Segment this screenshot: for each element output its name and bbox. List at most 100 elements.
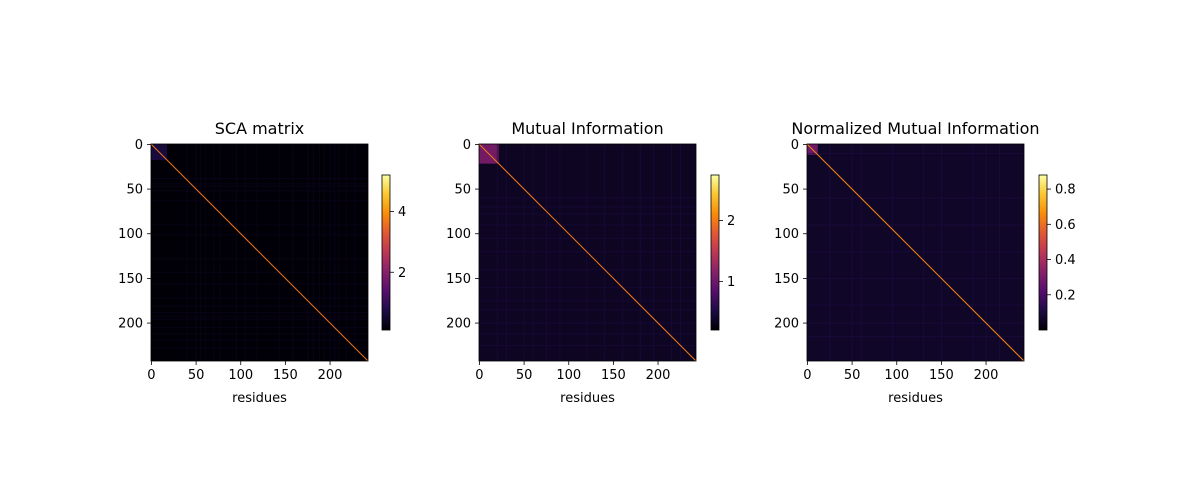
- bright-col: [496, 144, 498, 361]
- colorbar-gradient: [1038, 174, 1048, 331]
- heatmap-matrix: [150, 143, 369, 362]
- matrix-diagonal: [478, 143, 697, 362]
- x-tick-label: 150: [929, 368, 954, 383]
- bright-row: [151, 283, 368, 285]
- axes-frame: [150, 143, 369, 362]
- bright-row: [151, 200, 368, 202]
- colorbar-tick-label: 2: [727, 214, 735, 229]
- x-axis-label: residues: [232, 391, 287, 406]
- colorbar: 24: [381, 174, 406, 331]
- bright-row: [807, 322, 1024, 324]
- bright-col: [891, 144, 893, 361]
- colorbar-tick-label: 0.2: [1055, 288, 1076, 303]
- y-tick-label: 100: [118, 227, 143, 242]
- x-tick-label: 150: [273, 368, 298, 383]
- colorbar-tick-label: 0.6: [1055, 218, 1076, 233]
- chart-title: SCA matrix: [215, 119, 305, 138]
- bright-col: [329, 144, 331, 361]
- axes: 0 50 100 150 200 0 50 100 150 200: [446, 138, 697, 383]
- bright-row: [479, 224, 696, 226]
- y-tick-label: 0: [791, 138, 799, 153]
- matrix-diagonal: [806, 143, 1025, 362]
- x-axis-label: residues: [560, 391, 615, 406]
- heatmap-panel-normalized-mutual-information: Normalized Mutual Information 0 50 100 150 2…: [774, 119, 1076, 406]
- bright-col: [278, 144, 280, 361]
- bright-col: [653, 144, 655, 361]
- x-tick-label: 200: [318, 368, 343, 383]
- bright-col: [256, 144, 258, 361]
- y-tick-label: 200: [446, 317, 471, 332]
- bright-col: [998, 144, 1001, 361]
- y-tick-label: 200: [118, 317, 143, 332]
- x-tick-label: 0: [475, 368, 483, 383]
- heatmap-matrix: [806, 143, 1025, 362]
- bright-col: [213, 144, 215, 361]
- bright-row: [479, 286, 696, 288]
- colorbar-tick-label: 0.4: [1055, 253, 1076, 268]
- bright-row: [151, 319, 368, 321]
- bright-row: [151, 234, 368, 236]
- bright-row: [807, 335, 1024, 338]
- bright-row: [151, 185, 368, 188]
- bright-col: [307, 144, 309, 361]
- y-tick-label: 50: [782, 183, 799, 198]
- bright-col: [338, 144, 340, 361]
- bright-col: [532, 144, 534, 361]
- bright-row: [807, 197, 1024, 199]
- bright-col: [923, 144, 925, 361]
- y-tick-label: 150: [118, 272, 143, 287]
- bright-row: [479, 269, 696, 271]
- bright-col: [860, 144, 862, 361]
- x-tick-label: 50: [516, 368, 533, 383]
- bright-row: [479, 300, 696, 302]
- colorbar: 0.2 0.4 0.6 0.8: [1038, 174, 1076, 331]
- bright-col: [219, 144, 221, 361]
- bright-col: [334, 144, 336, 361]
- bright-col: [679, 144, 681, 361]
- bright-col: [604, 144, 606, 361]
- bright-col: [505, 144, 507, 361]
- x-tick-label: 0: [147, 368, 155, 383]
- y-tick-label: 100: [446, 227, 471, 242]
- y-tick-label: 0: [135, 138, 143, 153]
- bright-row: [151, 316, 368, 318]
- bright-col: [545, 144, 548, 361]
- y-tick-label: 150: [446, 272, 471, 287]
- chart-title: Mutual Information: [511, 119, 663, 138]
- heatmap-panel-sca: SCA matrix 0 50 100 150 200 0 50 100 150 200 resi…: [118, 119, 406, 406]
- x-tick-label: 100: [228, 368, 253, 383]
- colorbar-tick-label: 0.8: [1055, 183, 1076, 198]
- bright-row: [807, 277, 1024, 280]
- bright-col: [985, 144, 987, 361]
- bright-col: [323, 144, 325, 361]
- x-axis-label: residues: [888, 391, 943, 406]
- bright-col: [318, 144, 320, 361]
- bright-row: [151, 347, 368, 349]
- heatmap-panel-mutual-information: Mutual Information 0 50 100 150 200 0 50 100 150…: [446, 119, 735, 406]
- bright-row: [151, 339, 368, 341]
- bright-row: [151, 183, 368, 185]
- bright-row: [479, 309, 696, 311]
- bright-col: [586, 144, 588, 361]
- bright-col: [345, 144, 347, 361]
- bright-col: [639, 144, 641, 361]
- bright-row: [479, 333, 696, 335]
- bright-col: [829, 144, 831, 361]
- bright-col: [292, 144, 294, 361]
- bright-col: [523, 144, 525, 361]
- bright-row: [479, 344, 696, 346]
- y-tick-label: 100: [774, 227, 799, 242]
- colorbar-tick-label: 1: [727, 275, 735, 290]
- matrix-diagonal: [150, 143, 369, 362]
- bright-row: [151, 297, 368, 299]
- colorbar: 12: [710, 174, 735, 331]
- bright-row: [479, 213, 696, 215]
- axes: 0 50 100 150 200 0 50 100 150 200: [774, 138, 1025, 383]
- heatmap-matrix: [478, 143, 697, 362]
- colorbar-tick-label: 2: [398, 266, 406, 281]
- bright-row: [807, 152, 1024, 155]
- bright-row: [151, 190, 368, 192]
- bright-row: [807, 224, 1024, 226]
- axes: 0 50 100 150 200 0 50 100 150 200: [118, 138, 369, 383]
- colorbar-gradient: [710, 174, 720, 331]
